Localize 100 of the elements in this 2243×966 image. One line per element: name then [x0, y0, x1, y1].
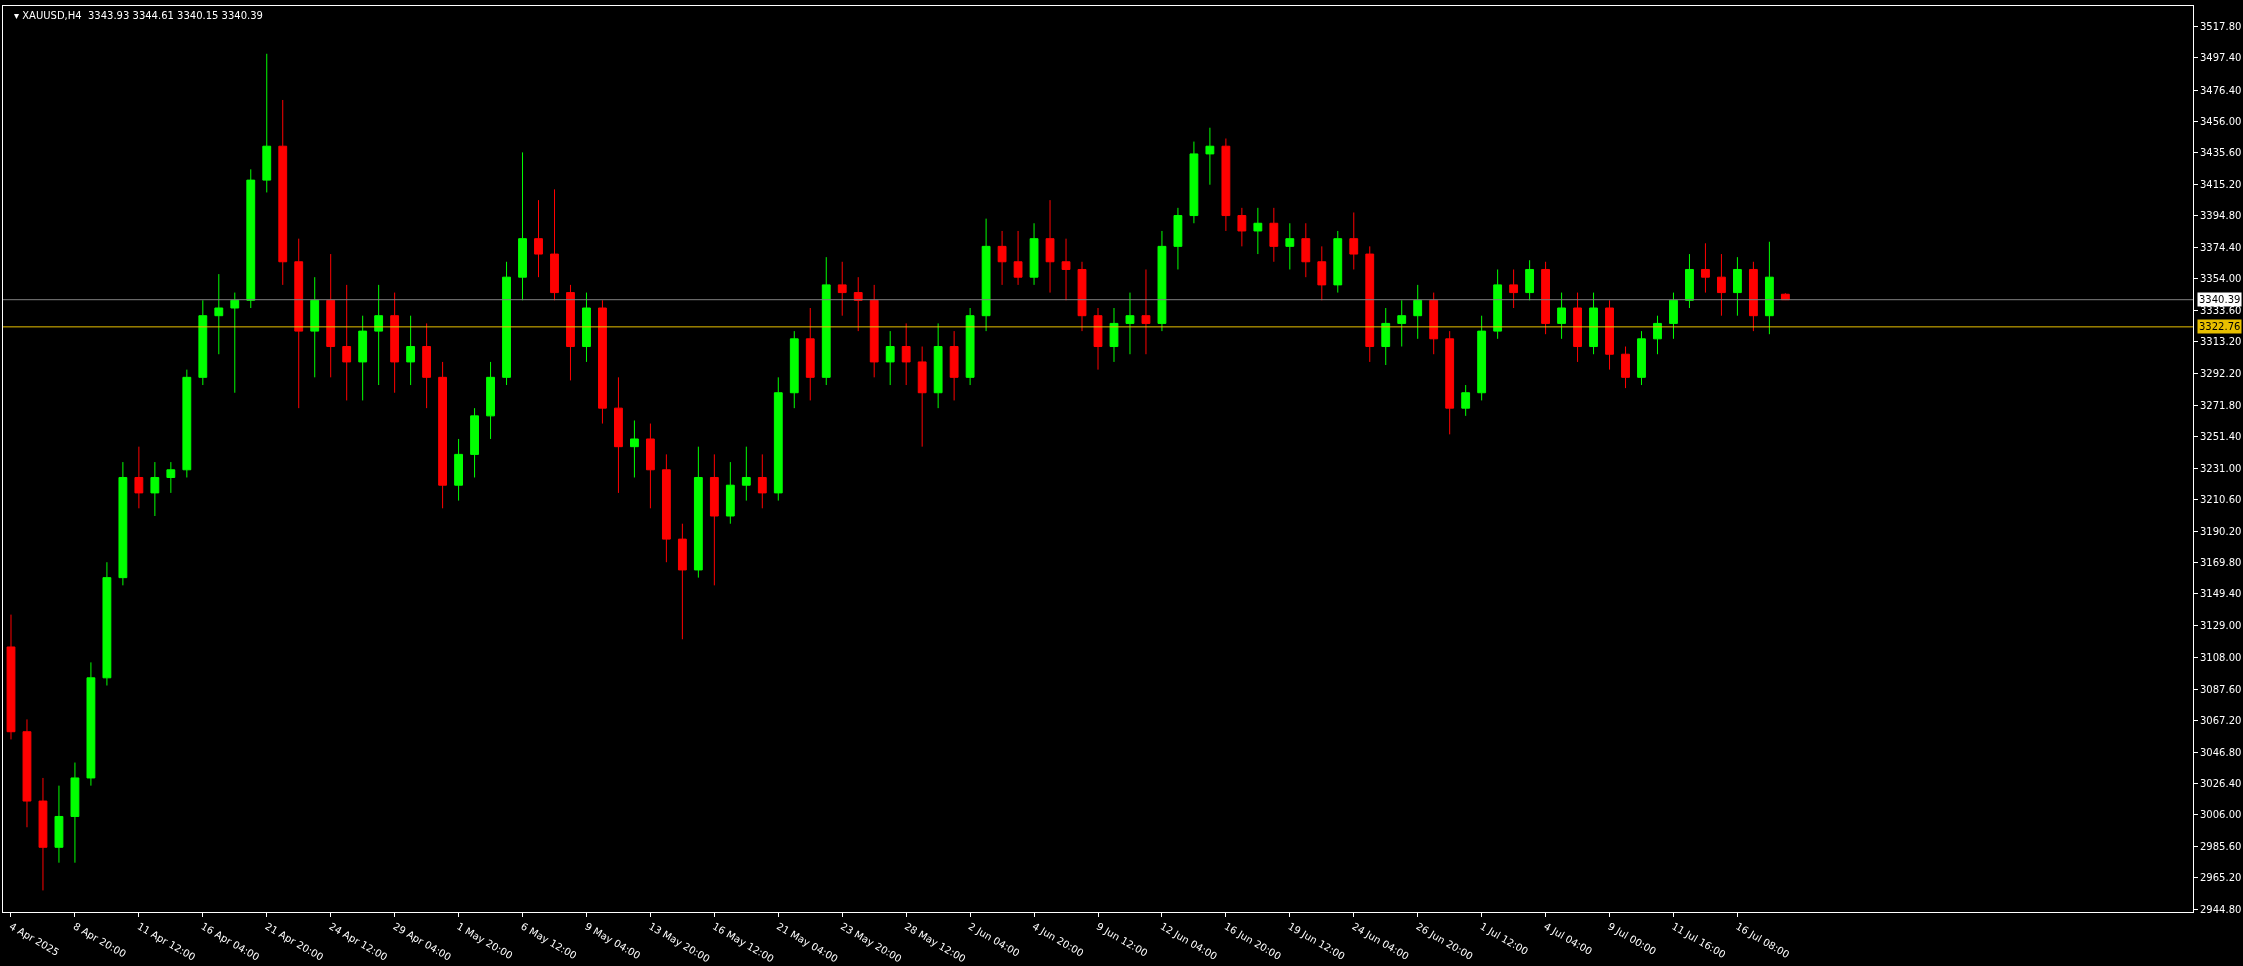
- y-tick-label: 3149.40: [2200, 588, 2242, 600]
- candlestick: [1589, 292, 1598, 355]
- candlestick: [294, 238, 304, 409]
- y-tick-label: 3046.80: [2200, 746, 2242, 758]
- candlestick: [230, 292, 240, 394]
- candlestick: [534, 199, 543, 278]
- candlestick: [1157, 230, 1167, 332]
- candlestick: [1125, 292, 1135, 355]
- candlestick: [118, 461, 128, 586]
- candlestick: [422, 322, 432, 409]
- candlestick: [1077, 261, 1087, 332]
- candlestick: [1557, 292, 1566, 340]
- candlestick: [837, 261, 847, 317]
- candlestick: [1717, 253, 1726, 317]
- candlestick: [853, 276, 863, 332]
- candlestick: [1653, 315, 1662, 355]
- candlestick: [1461, 384, 1471, 417]
- y-tick-label: 3251.40: [2200, 431, 2242, 443]
- y-tick-label: 3476.40: [2200, 84, 2242, 96]
- y-tick-label: 3129.00: [2200, 619, 2242, 631]
- candlestick: [342, 284, 352, 401]
- candlestick: [406, 315, 416, 386]
- candlestick: [1237, 207, 1247, 247]
- candlestick: [22, 718, 32, 828]
- candlestick: [1221, 138, 1231, 232]
- candlestick: [470, 407, 479, 478]
- y-tick-label: 3190.20: [2200, 525, 2242, 537]
- candlestick: [661, 453, 671, 563]
- ref-line-label: 3322.76: [2199, 321, 2241, 332]
- candlestick: [965, 307, 975, 386]
- candlestick: [1317, 245, 1327, 301]
- candlestick: [358, 315, 368, 401]
- candlestick: [789, 330, 799, 409]
- candlestick: [805, 307, 815, 401]
- candlestick: [821, 256, 831, 386]
- candlestick: [1541, 261, 1551, 335]
- candlestick: [1365, 245, 1375, 363]
- y-tick-label: 3333.60: [2200, 304, 2242, 316]
- candlestick: [102, 561, 112, 686]
- candlestick: [1748, 261, 1758, 332]
- y-tick-label: 3108.00: [2200, 652, 2242, 664]
- candlestick: [54, 785, 64, 864]
- y-tick-label: 3415.20: [2200, 178, 2242, 190]
- candlestick: [390, 292, 400, 394]
- candlestick: [1045, 199, 1055, 294]
- candlestick: [741, 446, 751, 502]
- candlestick: [709, 453, 719, 586]
- y-tick-label: 3087.60: [2200, 683, 2242, 695]
- candlestick: [1701, 242, 1710, 294]
- candlestick: [997, 230, 1007, 286]
- candlestick: [1621, 346, 1630, 389]
- y-tick-label: 3456.00: [2200, 116, 2242, 128]
- candlestick: [1269, 207, 1279, 263]
- y-tick-label: 2944.80: [2200, 903, 2242, 915]
- y-tick-label: 3435.60: [2200, 147, 2242, 159]
- candlestick: [582, 292, 591, 363]
- candlestick: [1764, 241, 1774, 335]
- candlestick: [1253, 207, 1263, 255]
- candlestick: [1445, 330, 1455, 435]
- candlestick: [70, 762, 80, 864]
- chart-title: ▾ XAUUSD,H4 3343.93 3344.61 3340.15 3340.39: [14, 10, 263, 21]
- y-tick-label: 3210.60: [2200, 494, 2242, 506]
- y-tick-label: 3006.00: [2200, 809, 2242, 821]
- candlestick: [1173, 207, 1183, 270]
- candlestick: [1285, 222, 1295, 270]
- candlestick: [693, 446, 703, 579]
- candlestick: [518, 151, 527, 301]
- y-tick-label: 2985.60: [2200, 840, 2242, 852]
- candlestick: [901, 322, 911, 386]
- candlestick: [502, 261, 511, 386]
- candlestick: [374, 284, 384, 386]
- y-tick-label: 2965.20: [2200, 872, 2242, 884]
- candlestick: [6, 614, 16, 740]
- candlestick: [1029, 222, 1039, 286]
- candlestick: [1573, 292, 1582, 363]
- candlestick: [1349, 211, 1359, 270]
- ref-line-label: 3340.39: [2199, 294, 2241, 305]
- y-tick-label: 3354.00: [2200, 273, 2242, 285]
- candlestick: [614, 376, 623, 494]
- candlestick: [1493, 268, 1503, 340]
- y-tick-label: 3517.80: [2200, 20, 2242, 32]
- y-tick-label: 3497.40: [2200, 52, 2242, 64]
- candlestick: [1733, 256, 1742, 317]
- y-tick-label: 3169.80: [2200, 557, 2242, 569]
- candlestick: [1509, 268, 1519, 309]
- candlestick: [262, 53, 272, 193]
- candlestick: [1669, 292, 1678, 340]
- candlestick: [917, 346, 927, 448]
- candlestick: [981, 218, 991, 332]
- candlestick: [677, 523, 687, 640]
- y-tick-label: 3374.40: [2200, 241, 2242, 253]
- x-tick-label: 4 Apr 2025: [7, 920, 62, 958]
- candlestick: [1429, 292, 1439, 355]
- candlestick: [310, 276, 320, 378]
- candlestick: [1093, 307, 1103, 371]
- candlestick: [1333, 230, 1343, 294]
- candlestick: [598, 299, 607, 425]
- y-tick-label: 3292.20: [2200, 368, 2242, 380]
- candlestick: [1605, 299, 1614, 371]
- candlestick: [326, 253, 336, 378]
